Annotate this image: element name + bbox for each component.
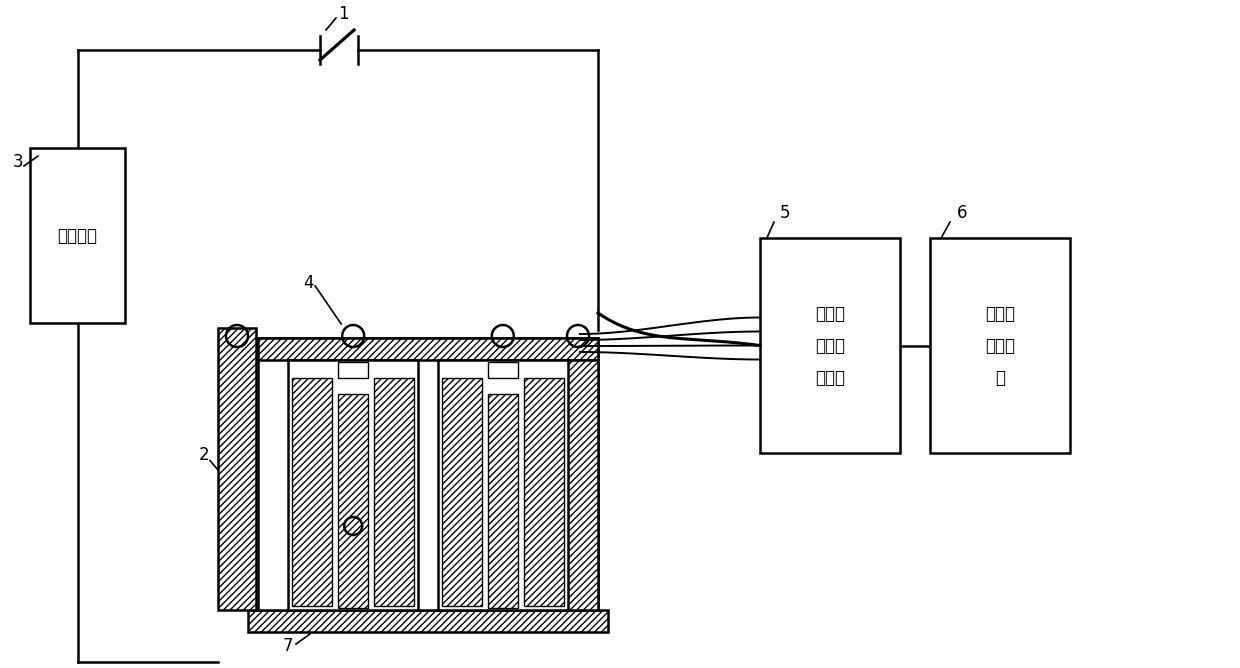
Bar xyxy=(487,362,518,378)
Text: 5: 5 xyxy=(780,204,790,222)
Bar xyxy=(339,394,368,608)
Bar xyxy=(258,338,598,360)
Text: 7: 7 xyxy=(283,637,293,655)
Text: 1: 1 xyxy=(337,5,348,23)
Bar xyxy=(288,360,418,610)
Text: 短路装置: 短路装置 xyxy=(57,226,98,244)
Text: 6: 6 xyxy=(957,204,967,222)
Bar xyxy=(374,378,414,606)
Bar xyxy=(523,378,564,606)
Bar xyxy=(487,394,518,608)
Text: 2: 2 xyxy=(198,446,210,464)
Text: 感应电
动势测
量装置: 感应电 动势测 量装置 xyxy=(815,305,844,387)
Bar xyxy=(258,338,598,610)
Bar xyxy=(30,148,125,323)
Bar xyxy=(760,238,900,453)
Bar xyxy=(440,362,565,378)
Text: 4: 4 xyxy=(303,274,314,292)
Text: 3: 3 xyxy=(12,153,24,171)
Bar xyxy=(438,360,568,610)
Bar xyxy=(293,378,332,606)
Text: 磁密度
计算装
置: 磁密度 计算装 置 xyxy=(985,305,1016,387)
Bar xyxy=(339,362,368,378)
Bar xyxy=(560,360,598,610)
Bar xyxy=(248,610,608,632)
Bar xyxy=(218,328,255,610)
Bar xyxy=(290,362,417,378)
Bar xyxy=(930,238,1070,453)
Bar xyxy=(441,378,482,606)
